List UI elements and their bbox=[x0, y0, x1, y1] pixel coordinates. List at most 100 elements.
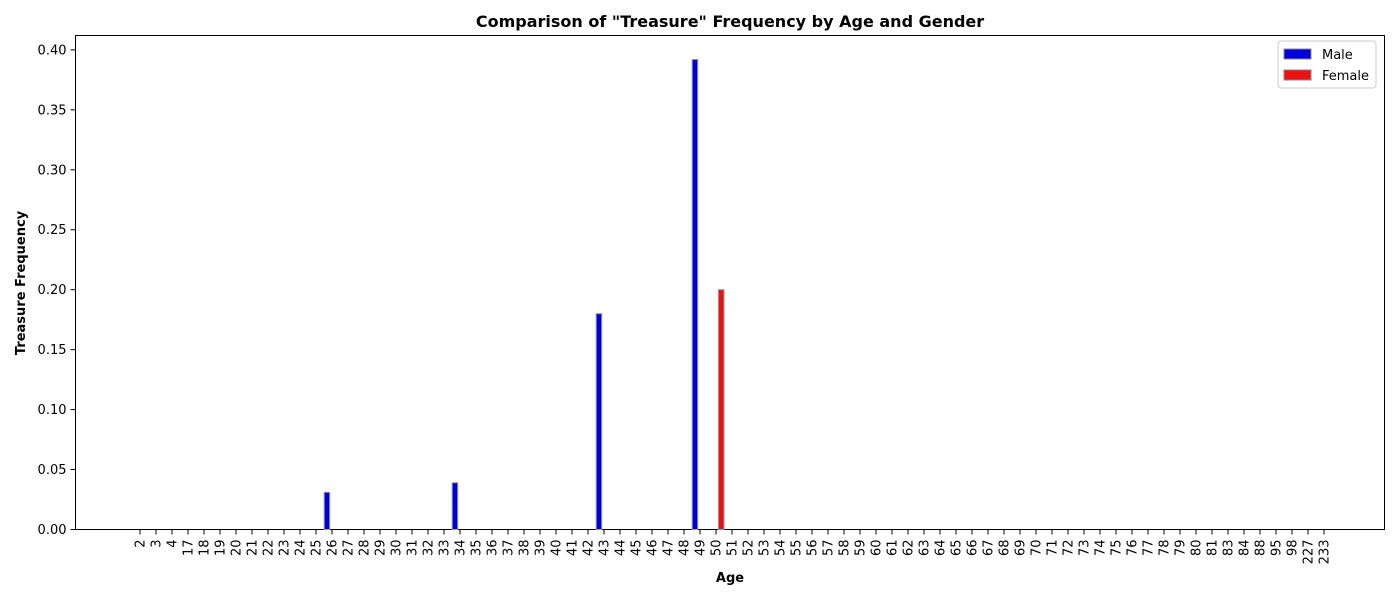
y-tick-label: 0.00 bbox=[38, 523, 67, 538]
x-tick-label: 71 bbox=[1046, 540, 1061, 557]
x-tick-label: 84 bbox=[1238, 540, 1253, 557]
x-tick-label: 52 bbox=[742, 540, 757, 557]
x-tick-label: 24 bbox=[294, 540, 309, 557]
x-tick-label: 42 bbox=[582, 540, 597, 557]
x-tick-label: 23 bbox=[278, 540, 293, 557]
x-tick-label: 227 bbox=[1302, 540, 1317, 565]
y-tick-label: 0.05 bbox=[38, 463, 67, 478]
x-axis-label: Age bbox=[716, 571, 744, 586]
x-tick-label: 63 bbox=[918, 540, 933, 557]
x-tick-label: 57 bbox=[822, 540, 837, 557]
x-tick-label: 4 bbox=[166, 540, 181, 548]
x-tick-label: 81 bbox=[1206, 540, 1221, 557]
x-tick-label: 27 bbox=[342, 540, 357, 557]
x-tick-label: 18 bbox=[198, 540, 213, 557]
y-tick-label: 0.15 bbox=[38, 343, 67, 358]
x-tick-label: 55 bbox=[790, 540, 805, 557]
x-tick-label: 47 bbox=[662, 540, 677, 557]
bar-male-49 bbox=[691, 58, 699, 530]
bar-male-34 bbox=[451, 482, 459, 530]
x-tick-label: 54 bbox=[774, 540, 789, 557]
x-tick-label: 68 bbox=[998, 540, 1013, 557]
y-tick-label: 0.40 bbox=[38, 43, 67, 58]
x-tick-label: 75 bbox=[1110, 540, 1125, 557]
x-tick-label: 2 bbox=[134, 540, 149, 548]
x-tick-label: 53 bbox=[758, 540, 773, 557]
x-tick-label: 31 bbox=[406, 540, 421, 557]
plot-area bbox=[75, 35, 1385, 530]
y-tick-label: 0.30 bbox=[38, 163, 67, 178]
x-tick-label: 40 bbox=[550, 540, 565, 557]
x-tick-label: 77 bbox=[1142, 540, 1157, 557]
x-tick-label: 32 bbox=[422, 540, 437, 557]
y-axis-label: Treasure Frequency bbox=[14, 210, 29, 355]
x-tick-label: 26 bbox=[326, 540, 341, 557]
x-tick-label: 62 bbox=[902, 540, 917, 557]
x-tick-label: 67 bbox=[982, 540, 997, 557]
x-tick-label: 76 bbox=[1126, 540, 1141, 557]
chart-title: Comparison of "Treasure" Frequency by Ag… bbox=[476, 12, 984, 31]
bar-female-50 bbox=[718, 289, 725, 531]
y-tick-label: 0.35 bbox=[38, 103, 67, 118]
legend-swatch-female bbox=[1283, 69, 1312, 81]
x-tick-label: 17 bbox=[182, 540, 197, 557]
x-tick-label: 19 bbox=[214, 540, 229, 557]
x-tick-label: 33 bbox=[438, 540, 453, 557]
x-tick-label: 39 bbox=[534, 540, 549, 557]
x-tick-label: 36 bbox=[486, 540, 501, 557]
x-tick-label: 44 bbox=[614, 540, 629, 557]
x-tick-label: 95 bbox=[1270, 540, 1285, 557]
bars bbox=[323, 58, 725, 531]
y-axis: 0.00 0.05 0.10 0.15 0.20 0.25 0.30 0.35 0.40 bbox=[38, 43, 76, 538]
x-tick-label: 25 bbox=[310, 540, 325, 557]
x-tick-label: 73 bbox=[1078, 540, 1093, 557]
y-tick-label: 0.20 bbox=[38, 283, 67, 298]
x-tick-label: 78 bbox=[1158, 540, 1173, 557]
y-tick-label: 0.10 bbox=[38, 403, 67, 418]
x-tick-label: 233 bbox=[1318, 540, 1333, 565]
y-tick-label: 0.25 bbox=[38, 223, 67, 238]
x-tick-label: 41 bbox=[566, 540, 581, 557]
x-tick-label: 48 bbox=[678, 540, 693, 557]
x-tick-label: 56 bbox=[806, 540, 821, 557]
x-tick-label: 49 bbox=[694, 540, 709, 557]
x-tick-label: 98 bbox=[1286, 540, 1301, 557]
x-tick-label: 29 bbox=[374, 540, 389, 557]
x-tick-label: 74 bbox=[1094, 540, 1109, 557]
x-tick-label: 66 bbox=[966, 540, 981, 557]
x-tick-label: 35 bbox=[470, 540, 485, 557]
x-tick-label: 38 bbox=[518, 540, 533, 557]
x-tick-label: 30 bbox=[390, 540, 405, 557]
x-tick-label: 51 bbox=[726, 540, 741, 557]
x-tick-label: 3 bbox=[150, 540, 165, 548]
x-tick-label: 45 bbox=[630, 540, 645, 557]
legend: Male Female bbox=[1277, 40, 1377, 89]
x-tick-label: 28 bbox=[358, 540, 373, 557]
x-tick-label: 21 bbox=[246, 540, 261, 557]
x-tick-label: 61 bbox=[886, 540, 901, 557]
x-tick-label: 22 bbox=[262, 540, 277, 557]
x-tick-label: 69 bbox=[1014, 540, 1029, 557]
x-tick-label: 46 bbox=[646, 540, 661, 557]
x-tick-label: 80 bbox=[1190, 540, 1205, 557]
x-tick-label: 43 bbox=[598, 540, 613, 557]
x-tick-label: 58 bbox=[838, 540, 853, 557]
bar-male-43 bbox=[595, 313, 603, 530]
x-tick-label: 88 bbox=[1254, 540, 1269, 557]
x-tick-label: 37 bbox=[502, 540, 517, 557]
x-axis: 2 3 4 17 18 19 20 21 22 23 24 25 26 27 28 29 30 31 32 33 34 3… bbox=[134, 529, 1333, 565]
x-tick-label: 83 bbox=[1222, 540, 1237, 557]
x-tick-label: 60 bbox=[870, 540, 885, 557]
x-tick-label: 65 bbox=[950, 540, 965, 557]
x-tick-label: 50 bbox=[710, 540, 725, 557]
legend-label-male: Male bbox=[1322, 48, 1353, 63]
bar-male-26 bbox=[323, 491, 331, 531]
x-tick-label: 70 bbox=[1030, 540, 1045, 557]
x-tick-label: 20 bbox=[230, 540, 245, 557]
legend-swatch-male bbox=[1283, 48, 1312, 60]
x-tick-label: 79 bbox=[1174, 540, 1189, 557]
x-tick-label: 34 bbox=[454, 540, 469, 557]
x-tick-label: 72 bbox=[1062, 540, 1077, 557]
legend-label-female: Female bbox=[1322, 69, 1369, 84]
